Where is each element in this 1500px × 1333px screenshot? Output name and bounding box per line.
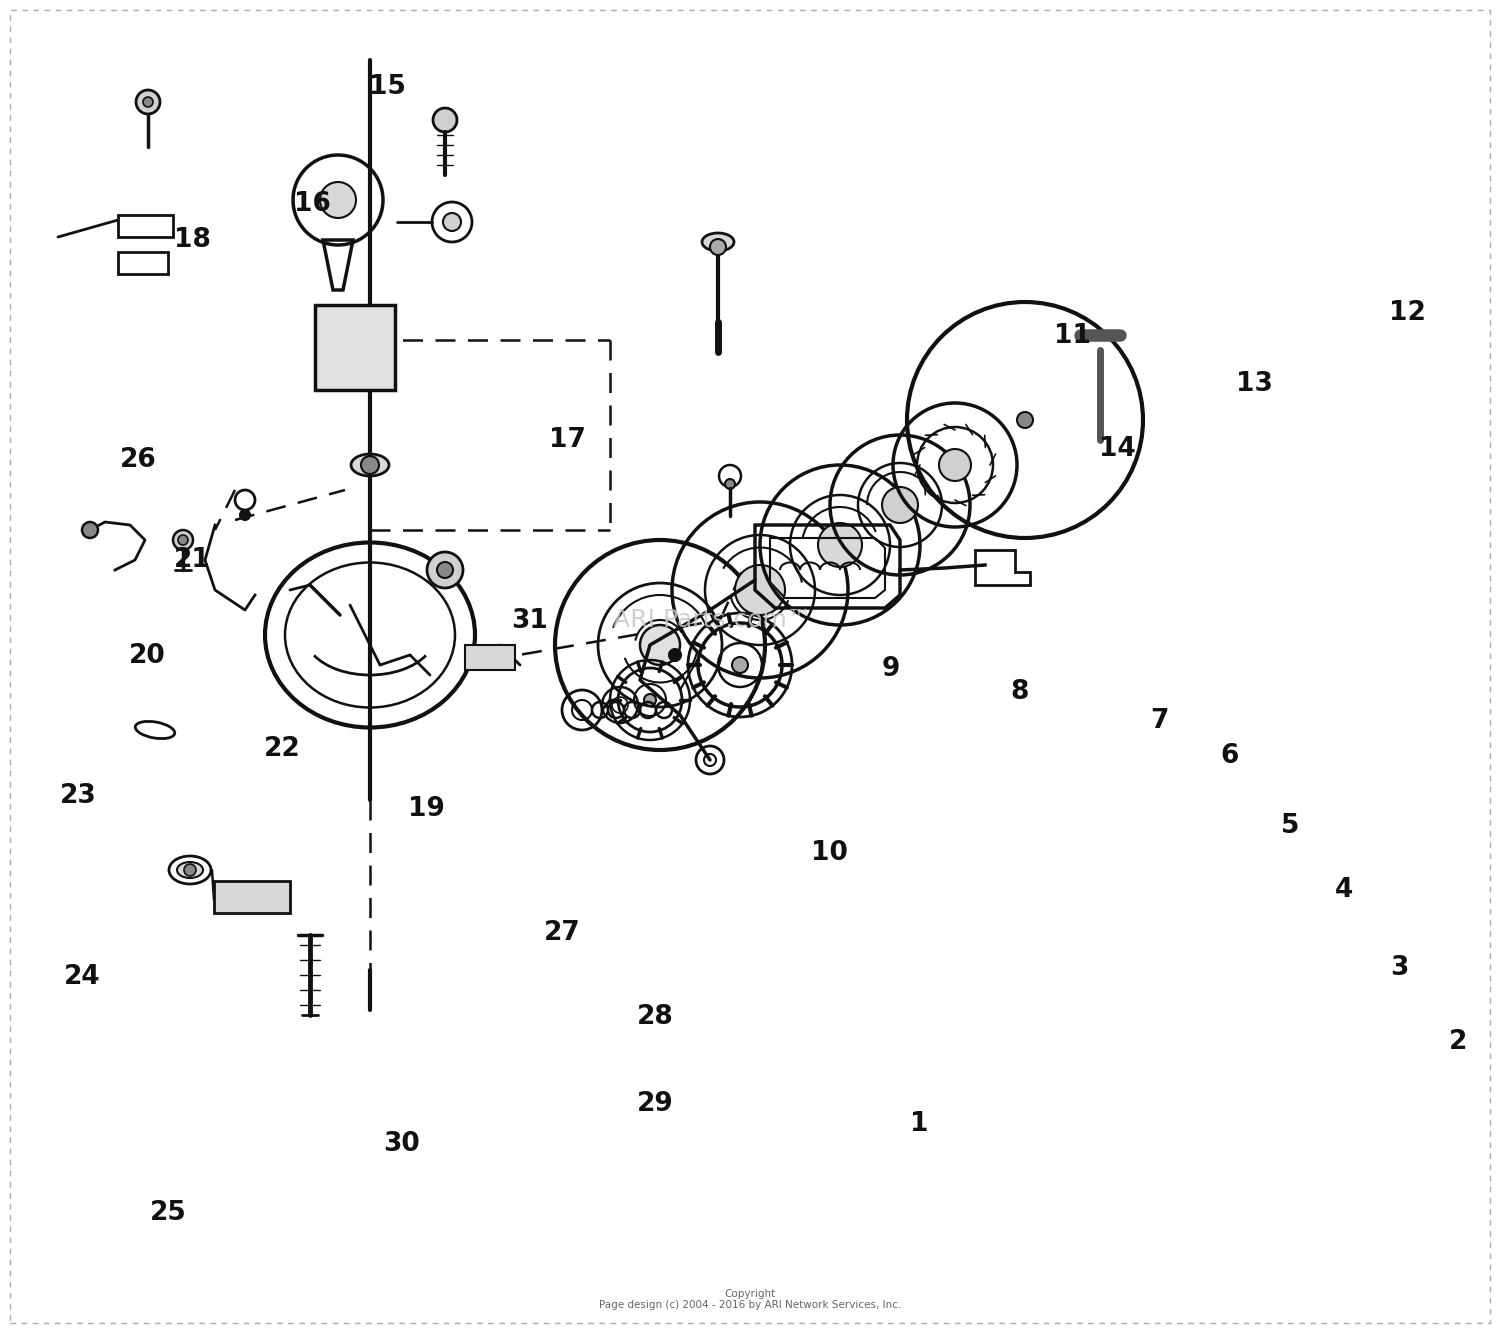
Circle shape	[442, 213, 460, 231]
FancyBboxPatch shape	[315, 305, 394, 391]
Text: 11: 11	[1054, 323, 1090, 349]
Text: 26: 26	[120, 447, 156, 473]
Circle shape	[436, 563, 453, 579]
Text: 7: 7	[1150, 708, 1168, 734]
Text: 12: 12	[1389, 300, 1425, 327]
Circle shape	[178, 535, 188, 545]
Circle shape	[724, 479, 735, 489]
Circle shape	[669, 649, 681, 661]
Circle shape	[184, 864, 196, 876]
Circle shape	[818, 523, 862, 567]
Circle shape	[362, 456, 380, 475]
Text: 8: 8	[1011, 678, 1029, 705]
Ellipse shape	[351, 455, 388, 476]
Text: 1: 1	[910, 1110, 928, 1137]
Circle shape	[735, 565, 784, 615]
Text: 16: 16	[294, 191, 330, 217]
Text: 24: 24	[64, 964, 101, 990]
Text: 14: 14	[1100, 436, 1136, 463]
Circle shape	[732, 657, 748, 673]
Circle shape	[644, 694, 656, 706]
Circle shape	[82, 523, 98, 539]
Text: 2: 2	[1449, 1029, 1467, 1056]
Text: 19: 19	[408, 796, 444, 822]
Text: 31: 31	[512, 608, 548, 635]
Text: 27: 27	[544, 920, 580, 946]
Ellipse shape	[702, 233, 734, 251]
Text: ARI Parts.com™: ARI Parts.com™	[614, 608, 812, 632]
Text: 15: 15	[369, 73, 405, 100]
Text: 22: 22	[264, 736, 300, 762]
Text: 28: 28	[638, 1004, 674, 1030]
Text: 18: 18	[174, 227, 210, 253]
Text: 25: 25	[150, 1200, 186, 1226]
Circle shape	[240, 511, 250, 520]
Circle shape	[172, 531, 194, 551]
Text: 5: 5	[1281, 813, 1299, 840]
Circle shape	[142, 97, 153, 107]
Text: 3: 3	[1390, 954, 1408, 981]
Circle shape	[939, 449, 970, 481]
Bar	[214, 881, 290, 913]
Text: 9: 9	[882, 656, 900, 682]
Text: 10: 10	[812, 840, 847, 866]
Text: 13: 13	[1236, 371, 1272, 397]
Text: Copyright
Page design (c) 2004 - 2016 by ARI Network Services, Inc.: Copyright Page design (c) 2004 - 2016 by…	[598, 1289, 902, 1310]
Text: 17: 17	[549, 427, 585, 453]
Text: 21: 21	[174, 547, 210, 573]
Text: 23: 23	[60, 782, 96, 809]
Circle shape	[640, 625, 680, 665]
Text: 20: 20	[129, 643, 165, 669]
Circle shape	[1017, 412, 1034, 428]
Circle shape	[320, 183, 356, 219]
Circle shape	[710, 239, 726, 255]
Text: 6: 6	[1221, 742, 1239, 769]
Bar	[465, 645, 514, 670]
Ellipse shape	[177, 862, 203, 878]
Text: 4: 4	[1335, 877, 1353, 904]
Circle shape	[427, 552, 464, 588]
Text: 29: 29	[638, 1090, 674, 1117]
Circle shape	[136, 91, 160, 115]
Circle shape	[433, 108, 457, 132]
Circle shape	[882, 487, 918, 523]
Text: 30: 30	[384, 1130, 420, 1157]
